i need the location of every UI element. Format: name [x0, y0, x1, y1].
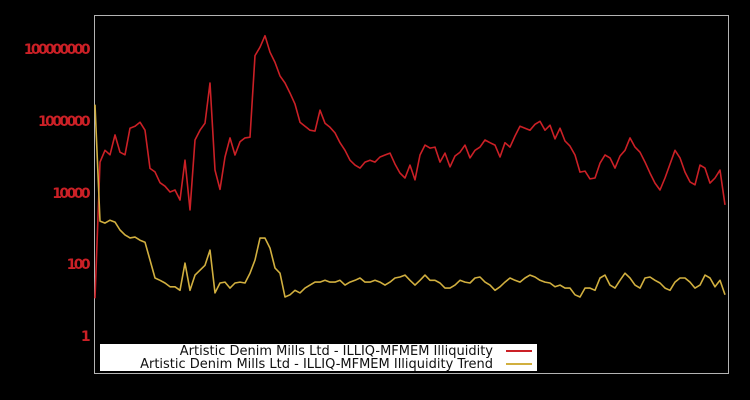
y-tick-label: 1000000 [38, 113, 91, 130]
legend-item-illiquidity-trend: Artistic Denim Mills Ltd - ILLIQ-MFMEM I… [100, 358, 537, 371]
legend: Artistic Denim Mills Ltd - ILLIQ-MFMEM I… [100, 344, 537, 371]
illiquidity-trend-line [94, 104, 726, 298]
y-tick-label: 100 [66, 257, 91, 274]
legend-swatch-illiquidity-line [506, 350, 532, 352]
legend-label-illiquidity-trend: Artistic Denim Mills Ltd - ILLIQ-MFMEM I… [140, 356, 493, 372]
y-tick-label: 10000 [52, 185, 90, 202]
legend-label-illiquidity: Artistic Denim Mills Ltd - ILLIQ-MFMEM I… [179, 343, 493, 359]
legend-item-illiquidity: Artistic Denim Mills Ltd - ILLIQ-MFMEM I… [100, 345, 537, 358]
plot-border [94, 15, 729, 374]
y-tick-label: 1 [80, 329, 91, 345]
legend-swatch-illiquidity-trend-line [506, 363, 532, 365]
y-tick-label: 100000000 [23, 42, 91, 58]
illiquidity-line [94, 34, 726, 299]
